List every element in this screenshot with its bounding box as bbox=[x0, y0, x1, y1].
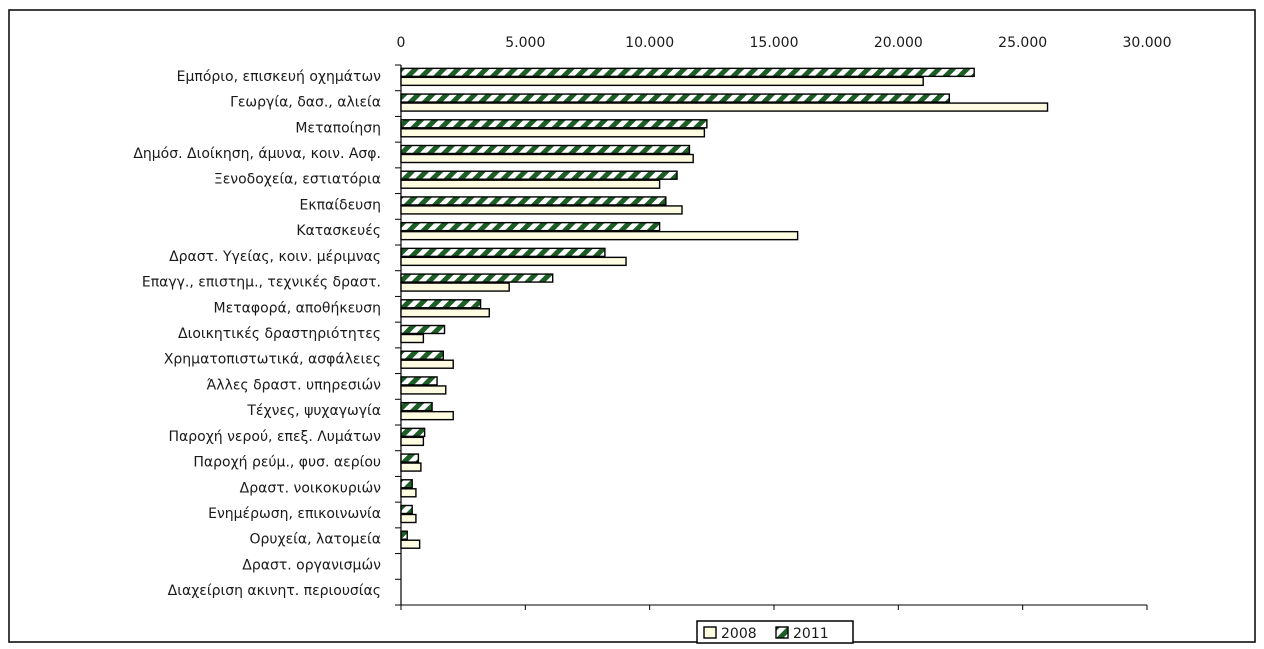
x-tick-label: 5.000 bbox=[505, 35, 545, 51]
category-label: Εμπόριο, επισκευή οχημάτων bbox=[177, 69, 381, 85]
category-label: Δραστ. Υγείας, κοιν. μέριμνας bbox=[169, 249, 381, 265]
x-tick-label: 30.000 bbox=[1123, 35, 1172, 51]
bar-2011 bbox=[400, 376, 438, 386]
bar-2011 bbox=[400, 479, 413, 489]
legend-box bbox=[696, 620, 854, 644]
bar-2011 bbox=[400, 273, 554, 283]
bar-2008 bbox=[400, 333, 425, 344]
bar-2011 bbox=[400, 427, 426, 438]
bar-2008 bbox=[400, 179, 661, 189]
category-label: Παροχή νερού, επεξ. Λυμάτων bbox=[168, 429, 381, 445]
bars bbox=[400, 67, 1049, 549]
category-label: Δημόσ. Διοίκηση, άμυνα, κοιν. Ασφ. bbox=[133, 146, 381, 162]
y-axis: Εμπόριο, επισκευή οχημάτων Γεωργία, δασ.,… bbox=[133, 64, 402, 606]
bar-2008 bbox=[400, 488, 417, 498]
category-label: Επαγγ., επιστημ., τεχνικές δραστ. bbox=[142, 275, 381, 291]
bar-2011 bbox=[400, 299, 482, 309]
legend: 2008 2011 bbox=[696, 620, 854, 644]
bar-2008 bbox=[400, 153, 694, 164]
category-label: Διοικητικές δραστηριότητες bbox=[178, 326, 381, 342]
x-tick-label: 10.000 bbox=[625, 35, 674, 51]
category-label: Τέχνες, ψυχαγωγία bbox=[246, 403, 381, 419]
bar-2011 bbox=[400, 67, 975, 78]
bar-2011 bbox=[400, 170, 678, 180]
x-tick-label: 15.000 bbox=[750, 35, 799, 51]
category-label: Ξενοδοχεία, εστιατόρια bbox=[214, 172, 381, 188]
bar-2008 bbox=[400, 76, 924, 87]
legend-swatch-2011 bbox=[775, 626, 789, 639]
bar-2011 bbox=[400, 504, 413, 515]
chart-border bbox=[8, 9, 1256, 643]
bar-2008 bbox=[400, 359, 454, 369]
x-tick-label: 25.000 bbox=[998, 35, 1047, 51]
bar-2011 bbox=[400, 453, 420, 463]
category-label: Παροχή ρεύμ., φυσ. αερίου bbox=[193, 455, 381, 471]
x-axis: 0 5.000 10.000 15.000 20.000 25.000 30.000 bbox=[397, 35, 1172, 610]
category-label: Διαχείριση ακινητ. περιουσίας bbox=[168, 583, 381, 599]
bar-2008 bbox=[400, 410, 454, 421]
bar-2008 bbox=[400, 205, 683, 215]
bar-2011 bbox=[400, 93, 951, 103]
bar-2011 bbox=[400, 324, 446, 335]
category-label: Δραστ. οργανισμών bbox=[242, 557, 381, 573]
bar-2011 bbox=[400, 221, 661, 232]
bar-2008 bbox=[400, 256, 627, 267]
category-label: Μεταποίηση bbox=[295, 120, 381, 136]
bar-2008 bbox=[400, 102, 1049, 112]
bar-2011 bbox=[400, 350, 444, 360]
category-label: Άλλες δραστ. υπηρεσιών bbox=[207, 377, 382, 393]
x-tick-label: 0 bbox=[397, 35, 406, 51]
category-label: Μεταφορά, αποθήκευση bbox=[214, 300, 381, 316]
legend-swatch-2008 bbox=[703, 626, 717, 639]
bar-2008 bbox=[400, 513, 417, 524]
x-tick-label: 20.000 bbox=[874, 35, 923, 51]
legend-label-2011: 2011 bbox=[793, 626, 829, 642]
bar-2011 bbox=[400, 401, 433, 412]
bar-2008 bbox=[400, 385, 447, 395]
bar-2011 bbox=[400, 530, 408, 540]
legend-label-2008: 2008 bbox=[721, 626, 757, 642]
bar-2011 bbox=[400, 119, 708, 129]
bar-2008 bbox=[400, 462, 422, 472]
bar-2008 bbox=[400, 282, 510, 292]
category-label: Χρηματοπιστωτικά, ασφάλειες bbox=[164, 352, 381, 368]
category-label: Γεωργία, δασ., αλιεία bbox=[230, 95, 381, 111]
bar-2008 bbox=[400, 308, 490, 318]
bar-2008 bbox=[400, 128, 706, 138]
category-label: Κατασκευές bbox=[296, 223, 381, 239]
category-label: Ορυχεία, λατομεία bbox=[250, 532, 381, 548]
bar-2008 bbox=[400, 436, 425, 447]
bar-2011 bbox=[400, 144, 691, 155]
category-label: Δραστ. νοικοκυριών bbox=[240, 480, 382, 496]
bar-2008 bbox=[400, 230, 799, 241]
bar-2011 bbox=[400, 196, 667, 206]
category-label: Εκπαίδευση bbox=[300, 197, 381, 213]
category-label: Ενημέρωση, επικοινωνία bbox=[208, 506, 381, 522]
bar-2008 bbox=[400, 539, 421, 549]
bar-2011 bbox=[400, 247, 606, 258]
